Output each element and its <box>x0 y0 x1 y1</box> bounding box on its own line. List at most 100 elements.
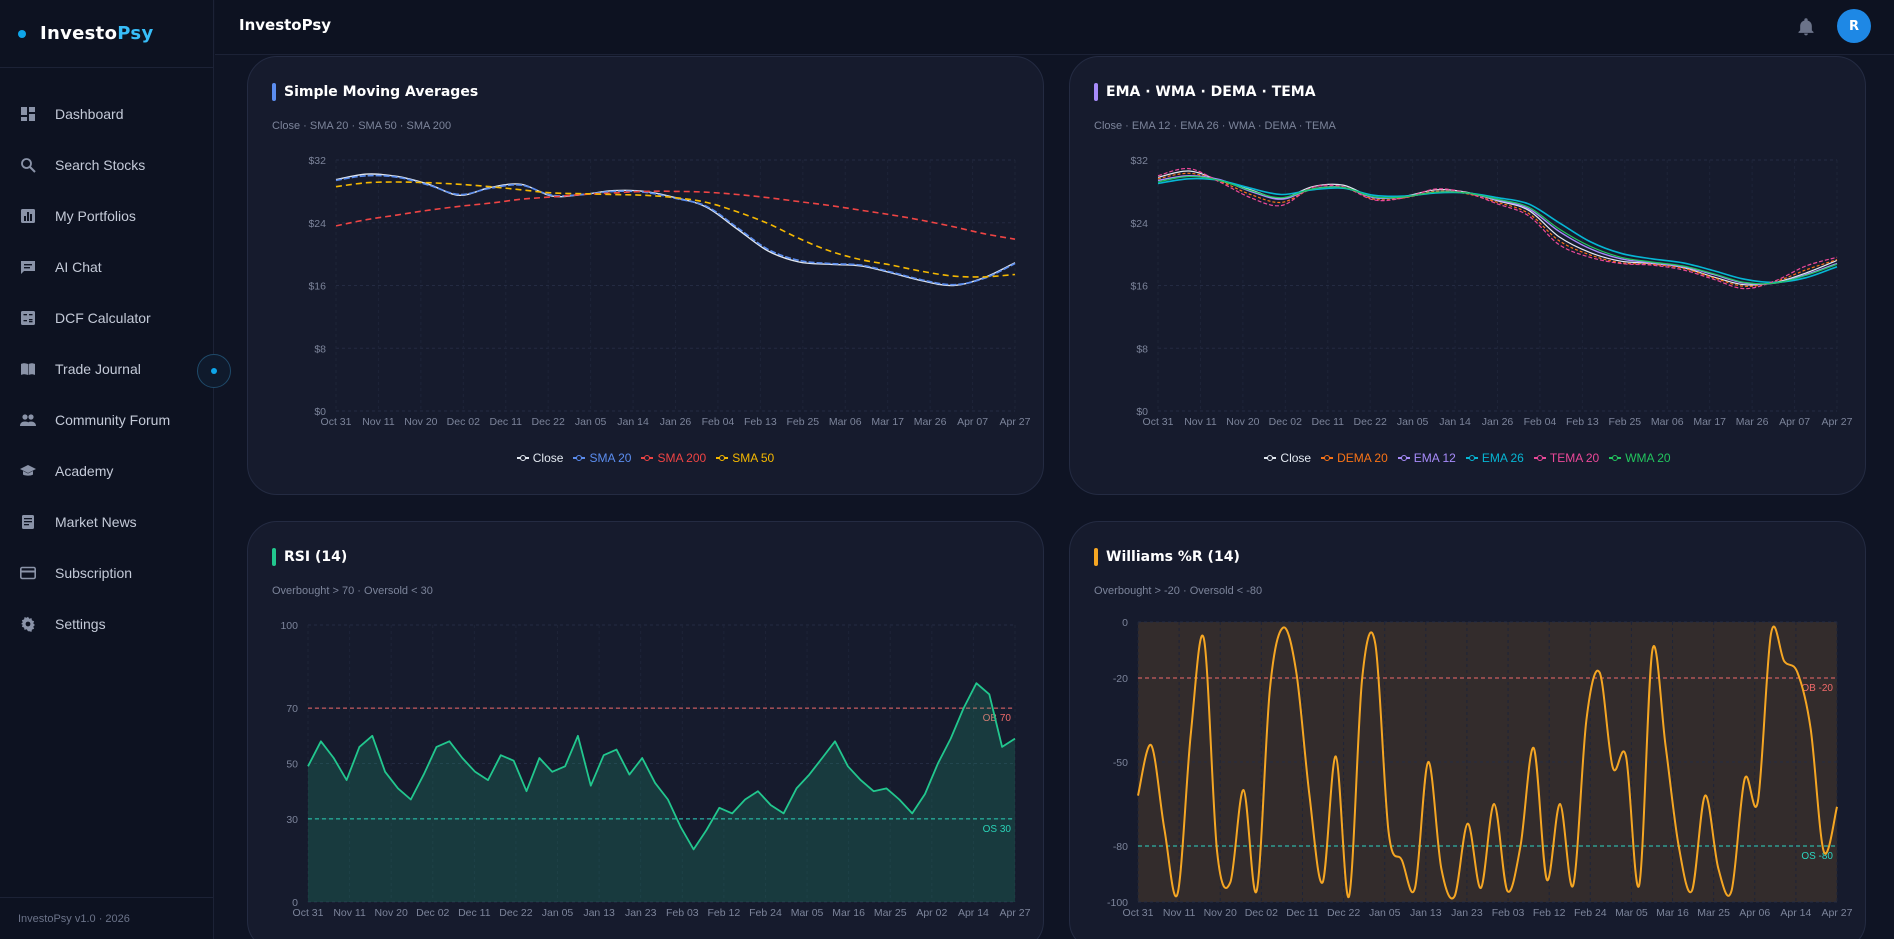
people-icon <box>20 412 36 428</box>
x-tick-label: Feb 04 <box>1524 416 1557 428</box>
legend-swatch-icon <box>1533 454 1546 462</box>
legend-label: SMA 20 <box>589 451 632 465</box>
legend-item[interactable]: SMA 50 <box>716 451 774 465</box>
y-tick-label: $8 <box>1136 343 1148 355</box>
x-tick-label: Feb 25 <box>786 416 819 428</box>
legend-item[interactable]: Close <box>1264 451 1311 465</box>
rsi-card-subtitle: Overbought > 70 · Oversold < 30 <box>272 585 433 597</box>
x-tick-label: Mar 25 <box>1697 907 1730 919</box>
series-line-tema-20[interactable] <box>1157 167 1838 290</box>
sidebar-item-search-stocks[interactable]: Search Stocks <box>0 139 214 190</box>
series-line-sma-200[interactable] <box>335 190 1016 240</box>
sidebar-item-subscription[interactable]: Subscription <box>0 547 214 598</box>
bar-chart-icon <box>20 208 36 224</box>
sidebar-item-academy[interactable]: Academy <box>0 445 214 496</box>
series-line-close[interactable] <box>1157 170 1838 286</box>
x-tick-label: Jan 26 <box>660 416 692 428</box>
sidebar: InvestoPsy Dashboard Search Stocks My Port… <box>0 0 214 939</box>
y-tick-label: 70 <box>286 703 298 715</box>
x-tick-label: Mar 25 <box>874 907 907 919</box>
sidebar-item-ai-chat[interactable]: AI Chat <box>0 241 214 292</box>
y-tick-label: $24 <box>1130 218 1148 230</box>
legend-label: SMA 200 <box>657 451 707 465</box>
x-tick-label: Feb 12 <box>1533 907 1566 919</box>
x-tick-label: Jan 05 <box>1397 416 1429 428</box>
x-tick-label: Jan 05 <box>1369 907 1401 919</box>
sidebar-item-trade-journal[interactable]: Trade Journal <box>0 343 214 394</box>
reference-line-label: OS 30 <box>983 824 1012 835</box>
series-line-sma-50[interactable] <box>335 181 1016 278</box>
sidebar-item-my-portfolios[interactable]: My Portfolios <box>0 190 214 241</box>
sidebar-footer: InvestoPsy v1.0 · 2026 <box>0 897 214 939</box>
x-tick-label: Dec 11 <box>1312 416 1345 428</box>
y-tick-label: -80 <box>1113 841 1128 853</box>
x-tick-label: Oct 31 <box>293 907 324 919</box>
x-tick-label: Apr 06 <box>1739 907 1770 919</box>
legend-label: Close <box>1280 451 1312 465</box>
sidebar-item-community-forum[interactable]: Community Forum <box>0 394 214 445</box>
y-tick-label: 100 <box>280 620 298 632</box>
x-tick-label: Nov 20 <box>404 416 437 428</box>
rsi-card-title: RSI (14) <box>272 548 347 566</box>
newspaper-icon <box>20 514 36 530</box>
sidebar-collapse-button[interactable] <box>197 354 231 388</box>
ema-chart-card: EMA · WMA · DEMA · TEMA Close · EMA 12 ·… <box>1069 56 1866 495</box>
x-tick-label: Feb 04 <box>702 416 735 428</box>
sidebar-item-market-news[interactable]: Market News <box>0 496 214 547</box>
legend-item[interactable]: EMA 26 <box>1465 451 1524 465</box>
series-line-wma-20[interactable] <box>1157 175 1838 285</box>
legend-swatch-icon <box>1397 454 1410 462</box>
gear-icon <box>20 616 36 632</box>
credit-card-icon <box>20 565 36 581</box>
y-tick-label: $32 <box>308 155 326 167</box>
x-tick-label: Jan 05 <box>575 416 607 428</box>
brand-logo[interactable]: InvestoPsy <box>0 0 214 68</box>
x-tick-label: Dec 02 <box>416 907 449 919</box>
series-line-rsi-14-[interactable] <box>307 682 1016 851</box>
x-tick-label: Apr 27 <box>1822 907 1853 919</box>
notification-bell-icon[interactable] <box>1796 17 1816 37</box>
x-tick-label: Mar 26 <box>914 416 947 428</box>
sma-line-chart[interactable]: $0 $8 $16 $24 $32 Oct 31 Nov 11 Nov 20 Dec 02 Dec… <box>248 57 1044 495</box>
legend-item[interactable]: DEMA 20 <box>1321 451 1388 465</box>
sidebar-item-settings[interactable]: Settings <box>0 598 214 649</box>
legend-label: DEMA 20 <box>1337 451 1388 465</box>
legend-label: WMA 20 <box>1625 451 1671 465</box>
sidebar-item-dashboard[interactable]: Dashboard <box>0 88 214 139</box>
legend-item[interactable]: Close <box>516 451 563 465</box>
x-tick-label: Jan 14 <box>1439 416 1471 428</box>
x-tick-label: Apr 14 <box>958 907 989 919</box>
legend-item[interactable]: WMA 20 <box>1609 451 1671 465</box>
rsi-area-chart[interactable]: 0 30 50 70 100 Oct 31 Nov 11 Nov 20 Dec 02 Dec 11… <box>248 522 1044 939</box>
series-line-dema-20[interactable] <box>1157 172 1838 287</box>
series-line-ema-12[interactable] <box>1157 174 1838 285</box>
page-title: InvestoPsy <box>239 16 332 34</box>
user-avatar[interactable]: R <box>1837 9 1871 43</box>
sidebar-item-dcf-calculator[interactable]: DCF Calculator <box>0 292 214 343</box>
willr-card-subtitle: Overbought > -20 · Oversold < -80 <box>1094 585 1263 597</box>
sidebar-item-label: Market News <box>55 513 137 530</box>
x-tick-label: Mar 16 <box>832 907 865 919</box>
ema-line-chart[interactable]: $0 $8 $16 $24 $32 Oct 31 Nov 11 Nov 20 Dec 02 Dec… <box>1070 57 1866 495</box>
legend-item[interactable]: EMA 12 <box>1397 451 1456 465</box>
x-tick-label: Jan 05 <box>542 907 574 919</box>
y-tick-label: $24 <box>308 218 326 230</box>
sidebar-nav: Dashboard Search Stocks My Portfolios AI Ch… <box>0 88 214 649</box>
legend-label: EMA 12 <box>1413 451 1456 465</box>
ema-title-accent <box>1094 83 1098 101</box>
x-tick-label: Feb 24 <box>749 907 782 919</box>
series-line-williams-r-14-[interactable] <box>1137 625 1838 900</box>
legend-item[interactable]: SMA 200 <box>641 451 706 465</box>
series-line-ema-26[interactable] <box>1157 177 1838 284</box>
x-tick-label: Nov 11 <box>362 416 395 428</box>
legend-item[interactable]: TEMA 20 <box>1533 451 1599 465</box>
sidebar-item-label: DCF Calculator <box>55 309 151 326</box>
sidebar-item-label: Search Stocks <box>55 156 146 173</box>
y-tick-label: $0 <box>314 406 326 418</box>
brand-name: InvestoPsy <box>40 23 153 44</box>
legend-item[interactable]: SMA 20 <box>573 451 631 465</box>
ema-card-subtitle: Close · EMA 12 · EMA 26 · WMA · DEMA · T… <box>1094 120 1336 132</box>
legend-swatch-icon <box>716 454 729 462</box>
